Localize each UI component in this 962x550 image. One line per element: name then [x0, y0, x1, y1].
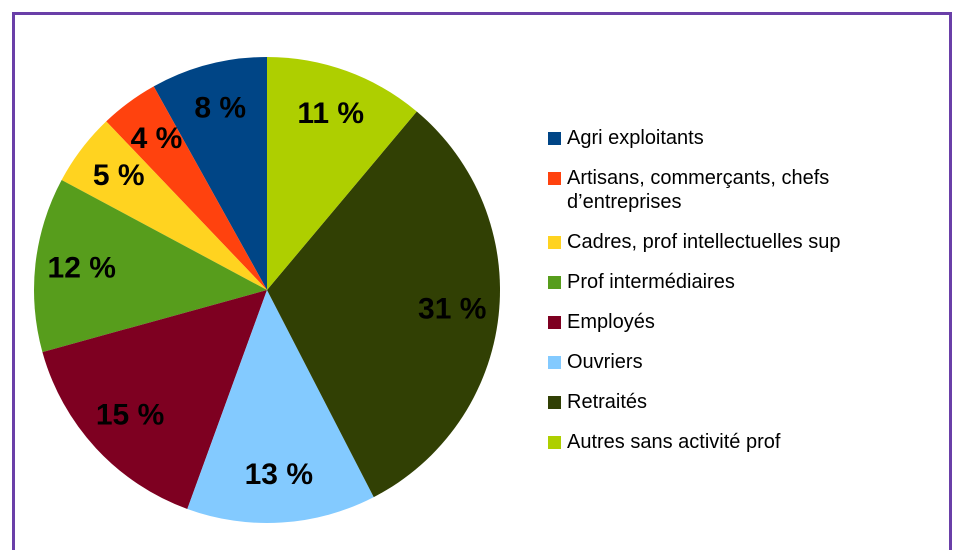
data-label: 5 % — [93, 159, 145, 192]
data-label: 12 % — [48, 251, 116, 284]
pie-slice — [34, 179, 267, 353]
data-label: 31 % — [418, 293, 486, 326]
pie-slice — [42, 290, 268, 509]
legend-label: Autres sans activité prof — [567, 431, 781, 453]
legend-label: Prof intermédiaires — [567, 271, 735, 293]
legend-item: Prof intermédiaires — [548, 270, 938, 294]
pie-slice — [187, 290, 374, 523]
legend-item: Agri exploitants — [548, 126, 938, 150]
legend-item: Retraités — [548, 390, 938, 414]
legend-swatch — [548, 236, 561, 249]
legend-swatch — [548, 316, 561, 329]
data-label: 13 % — [245, 458, 313, 491]
pie-slice — [153, 57, 267, 290]
data-label: 8 % — [194, 91, 246, 124]
legend-item: Artisans, commerçants, chefs d’entrepris… — [548, 166, 938, 214]
legend-swatch — [548, 396, 561, 409]
legend-swatch — [548, 276, 561, 289]
pie-slice — [267, 57, 417, 290]
data-label: 15 % — [96, 398, 164, 431]
legend-label: Agri exploitants — [567, 127, 704, 149]
data-label: 4 % — [131, 122, 183, 155]
legend: Agri exploitants Artisans, commerçants, c… — [548, 126, 938, 470]
legend-item: Employés — [548, 310, 938, 334]
legend-label: Employés — [567, 311, 655, 333]
frame — [12, 12, 952, 550]
legend-item: Ouvriers — [548, 350, 938, 374]
legend-label: Ouvriers — [567, 351, 643, 373]
legend-swatch — [548, 436, 561, 449]
legend-swatch — [548, 132, 561, 145]
pie-slice — [267, 111, 500, 498]
legend-label: Cadres, prof intellectuelles sup — [567, 231, 841, 253]
legend-label: Artisans, commerçants, chefs d’entrepris… — [567, 167, 830, 213]
legend-label: Retraités — [567, 391, 648, 413]
legend-swatch — [548, 356, 561, 369]
legend-item: Cadres, prof intellectuelles sup — [548, 230, 938, 254]
legend-swatch — [548, 172, 561, 185]
pie-slice — [106, 86, 267, 290]
data-label: 11 % — [297, 97, 364, 130]
legend-item: Autres sans activité prof — [548, 430, 938, 454]
pie-slice — [61, 121, 267, 291]
